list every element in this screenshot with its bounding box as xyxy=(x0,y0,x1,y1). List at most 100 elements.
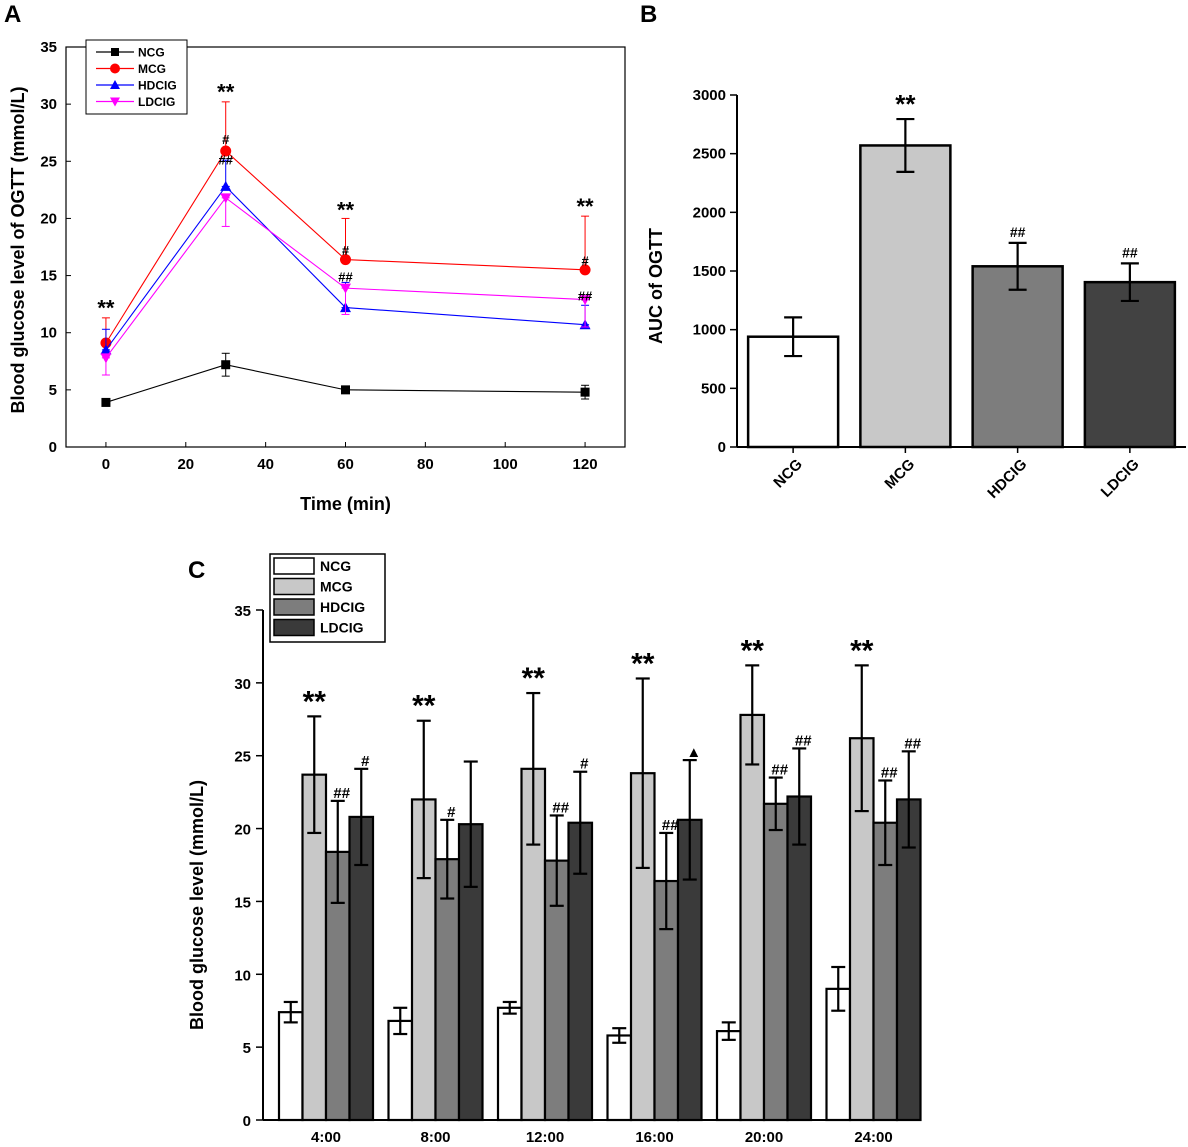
y-tick-label: 15 xyxy=(40,268,57,285)
significance-mark: # xyxy=(222,132,230,147)
significance-mark: ** xyxy=(895,89,916,119)
x-tick-label-4-00: 4:00 xyxy=(311,1129,341,1146)
data-point-mcg xyxy=(220,145,232,157)
panel-label-a: A xyxy=(4,1,21,28)
y-tick-label: 2000 xyxy=(693,204,726,221)
legend-label-ncg: NCG xyxy=(320,558,351,574)
data-point-ncg xyxy=(101,397,111,407)
x-tick-label: 40 xyxy=(257,456,274,473)
series-line-hdcig xyxy=(105,185,586,351)
y-tick-label: 5 xyxy=(243,1040,251,1057)
y-tick-label: 0 xyxy=(243,1113,251,1130)
chart-a-ogtt-line: 0 5 10 15 20 25 30 35 0 20 40 60 80 100 120 Time (min) B… xyxy=(8,39,626,514)
legend-marker-ncg xyxy=(111,48,119,56)
y-tick-label: 1500 xyxy=(693,263,726,280)
data-point-ldcig xyxy=(340,283,351,294)
bar-group-12-00 xyxy=(496,691,594,1122)
panel-label-c: C xyxy=(188,557,205,584)
bar-ldcig xyxy=(1083,280,1177,449)
significance-mark: # xyxy=(447,804,456,821)
y-tick-label: 25 xyxy=(40,153,57,170)
x-tick-label-20-00: 20:00 xyxy=(745,1129,783,1146)
y-tick-label: 30 xyxy=(234,676,251,693)
x-tick-label-12-00: 12:00 xyxy=(526,1129,564,1146)
legend-marker-hdcig xyxy=(110,80,120,89)
significance-mark: ## xyxy=(795,732,812,749)
y-tick-label: 500 xyxy=(701,380,726,397)
chart-c-glucose-bar: 0 5 10 15 20 25 30 35 Blood glucose level (mmol/… xyxy=(187,553,922,1146)
data-point-ncg xyxy=(221,360,231,370)
bar-ncg xyxy=(277,1011,304,1122)
legend: NCG MCG HDCIG LDCIG xyxy=(269,553,386,643)
y-tick-label: 35 xyxy=(40,39,57,56)
data-point-ncg xyxy=(341,385,350,395)
y-tick-label: 20 xyxy=(40,210,57,227)
significance-mark: # xyxy=(361,753,370,770)
x-tick-label-8-00: 8:00 xyxy=(420,1129,450,1146)
legend-label-ncg: NCG xyxy=(138,46,165,60)
y-tick-label: 30 xyxy=(40,96,57,113)
legend-label-ldcig: LDCIG xyxy=(320,620,364,636)
legend-swatch-mcg xyxy=(273,577,315,596)
y-tick-label: 10 xyxy=(40,325,57,342)
legend-label-hdcig: HDCIG xyxy=(320,599,365,615)
significance-mark: ## xyxy=(1122,244,1138,260)
data-point-mcg xyxy=(579,264,591,276)
significance-mark: ## xyxy=(333,785,350,802)
legend-label-mcg: MCG xyxy=(138,62,166,76)
bar-mcg xyxy=(859,144,952,449)
significance-mark: ** xyxy=(97,296,115,321)
x-tick-label-24-00: 24:00 xyxy=(854,1129,892,1146)
data-point-hdcig xyxy=(100,344,112,355)
bar-group-24-00 xyxy=(825,664,922,1122)
significance-mark: ** xyxy=(850,634,874,667)
x-axis-title: Time (min) xyxy=(300,494,391,514)
significance-mark: ** xyxy=(217,80,235,105)
y-tick-label: 0 xyxy=(718,439,726,456)
bar-ncg xyxy=(496,1006,523,1122)
bar-ncg xyxy=(715,1030,742,1122)
data-point-ldcig xyxy=(579,295,591,306)
legend-label-mcg: MCG xyxy=(320,579,353,595)
y-tick-label: 5 xyxy=(49,382,57,399)
significance-mark: ## xyxy=(771,762,788,779)
data-point-ldcig xyxy=(220,193,232,204)
data-point-mcg xyxy=(340,254,351,266)
y-tick-label: 1000 xyxy=(693,322,726,339)
data-point-ldcig xyxy=(100,353,112,364)
x-tick-label-mcg: MCG xyxy=(881,456,918,493)
legend-marker-mcg xyxy=(110,63,120,74)
x-tick-label: 0 xyxy=(102,456,110,473)
x-tick-label: 60 xyxy=(337,456,354,473)
legend-swatch-ldcig xyxy=(273,618,315,637)
bar-group-16-00 xyxy=(606,677,703,1122)
y-tick-label: 20 xyxy=(234,822,251,839)
legend-label-ldcig: LDCIG xyxy=(138,95,175,109)
significance-mark: ## xyxy=(881,764,898,781)
significance-mark: ## xyxy=(1010,224,1026,240)
bar-hdcig xyxy=(762,802,789,1122)
y-axis-title: AUC of OGTT xyxy=(646,228,666,344)
bar-hdcig xyxy=(872,821,899,1122)
x-tick-label: 80 xyxy=(417,456,434,473)
bar-group-8-00 xyxy=(387,719,484,1122)
significance-mark: # xyxy=(580,756,589,773)
data-point-ncg xyxy=(580,387,590,397)
legend-label-hdcig: HDCIG xyxy=(138,79,177,93)
y-axis-title: Blood glucose level of OGTT (mmol/L) xyxy=(8,86,28,413)
bar-group-4-00 xyxy=(277,715,375,1122)
significance-mark: ** xyxy=(337,197,355,222)
x-tick-label-ncg: NCG xyxy=(770,456,806,492)
significance-mark: ** xyxy=(303,685,327,718)
significance-mark: ** xyxy=(741,634,765,667)
bar-hdcig xyxy=(971,265,1064,449)
y-tick-label: 2500 xyxy=(693,146,726,163)
chart-b-auc-bar: 0 500 1000 1500 2000 2500 3000 AUC of OGTT NCG MC… xyxy=(646,87,1186,502)
significance-mark: ## xyxy=(904,735,921,752)
series-ldcig xyxy=(100,193,591,376)
y-axis-title: Blood glucose level (mmol/L) xyxy=(187,780,207,1030)
x-tick-label-hdcig: HDCIG xyxy=(984,456,1030,502)
x-tick-label: 20 xyxy=(177,456,194,473)
data-point-hdcig xyxy=(220,180,232,191)
significance-mark: ## xyxy=(552,799,569,816)
